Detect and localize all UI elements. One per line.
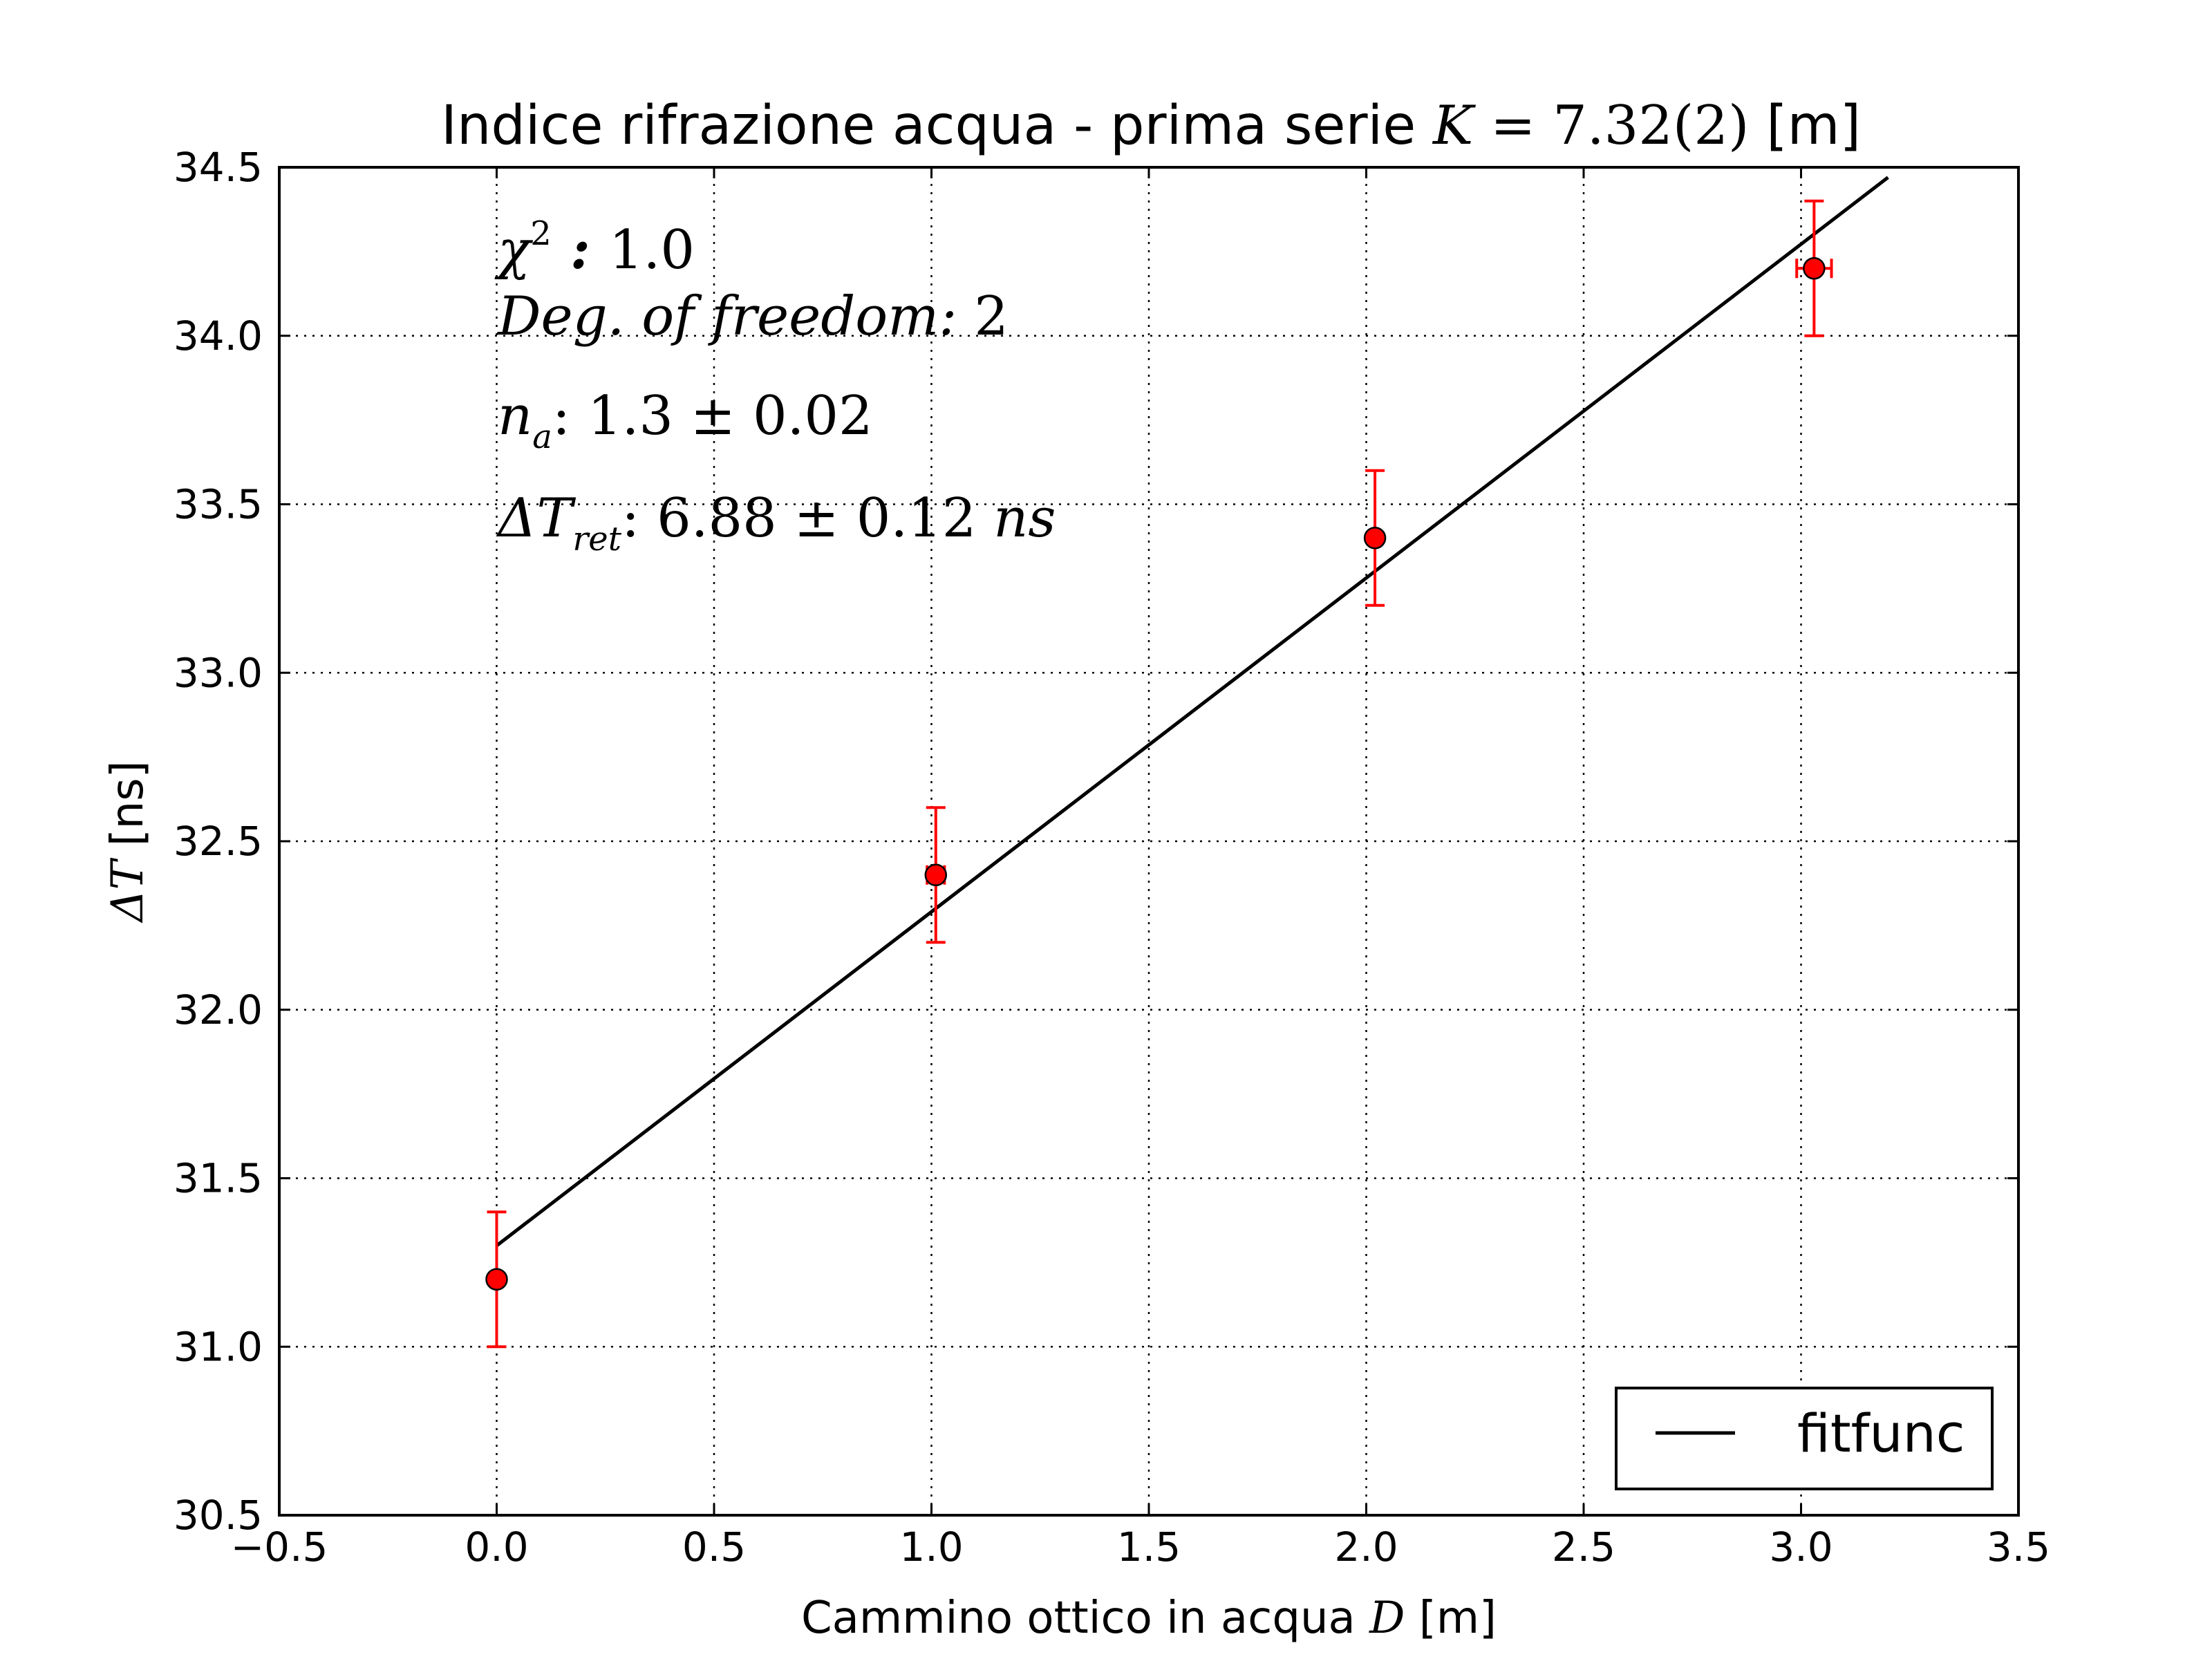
y-tick-label: 30.5 <box>174 1492 263 1539</box>
chi-squared-annotation: χ2 : 1.0 <box>494 214 695 281</box>
y-tick-label: 34.0 <box>174 312 263 359</box>
x-tick-label: 2.0 <box>1334 1524 1398 1571</box>
legend-label: fitfunc <box>1797 1403 1965 1464</box>
data-point <box>1363 527 1387 550</box>
data-points-layer <box>485 257 1826 1291</box>
fit-line <box>495 176 1889 1247</box>
data-point <box>1803 257 1826 280</box>
grid <box>279 167 2018 1515</box>
y-tick-label: 34.5 <box>174 144 263 191</box>
x-tick-label: 1.5 <box>1117 1524 1181 1571</box>
data-point <box>924 863 948 886</box>
y-tick-label: 32.0 <box>174 986 263 1033</box>
x-tick-labels: −0.5 0.0 0.5 1.0 1.5 2.0 2.5 3.0 3.5 <box>231 1524 2051 1571</box>
y-axis-title: ΔT [ns] <box>102 760 153 924</box>
y-tick-label: 31.0 <box>174 1323 263 1370</box>
legend: fitfunc <box>1615 1387 1994 1490</box>
chart-title: Indice rifrazione acqua - prima serie K … <box>441 95 1861 157</box>
x-axis-title: Cammino ottico in acqua D [m] <box>801 1593 1497 1644</box>
x-tick-label: 1.0 <box>899 1524 963 1571</box>
plot-frame <box>278 166 2020 1517</box>
x-tick-label: −0.5 <box>231 1524 328 1571</box>
degrees-of-freedom-annotation: Deg. of freedom: 2 <box>496 285 1009 348</box>
x-tick-label: 0.0 <box>465 1524 528 1571</box>
y-tick-label: 31.5 <box>174 1155 263 1202</box>
y-tick-label: 32.5 <box>174 818 263 865</box>
x-tick-label: 3.5 <box>1987 1524 2050 1571</box>
x-tick-label: 2.5 <box>1552 1524 1615 1571</box>
data-point <box>485 1268 508 1291</box>
delay-annotation: ΔTret: 6.88 ± 0.12 ns <box>496 487 1056 559</box>
x-tick-label: 0.5 <box>682 1524 746 1571</box>
x-tick-label: 3.0 <box>1769 1524 1833 1571</box>
refraction-index-annotation: na: 1.3 ± 0.02 <box>498 385 873 456</box>
fit-line-layer <box>495 176 1889 1247</box>
y-tick-label: 33.0 <box>174 649 263 696</box>
y-tick-labels: 30.5 31.0 31.5 32.0 32.5 33.0 33.5 34.0 34.5 <box>174 144 263 1539</box>
y-tick-label: 33.5 <box>174 481 263 528</box>
legend-box <box>1615 1387 1994 1490</box>
